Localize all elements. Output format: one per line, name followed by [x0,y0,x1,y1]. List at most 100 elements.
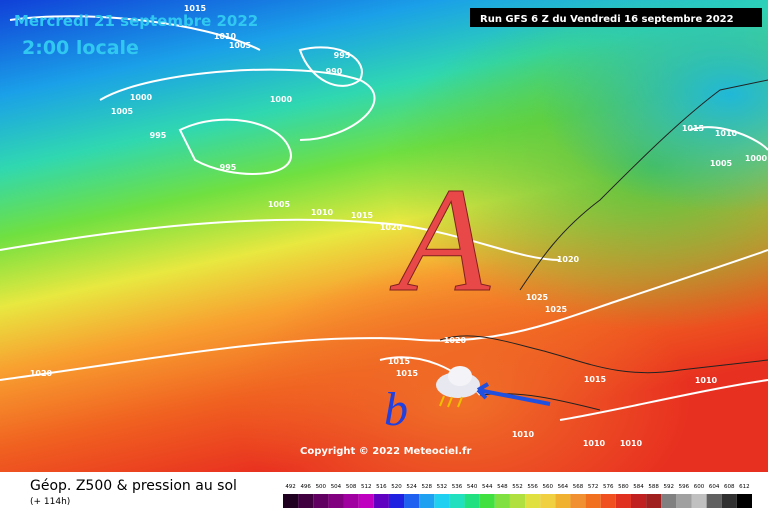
colorbar: 492 496 500 504 508 512 516 520 524 528 532 536 540 5… [283,484,752,508]
isobar-label: 1010 [512,430,535,439]
isobar-label: 995 [220,163,237,172]
colorbar-label: 540 [467,484,478,490]
colorbar-swatch [676,494,692,508]
colorbar-label: 552 [512,484,523,490]
colorbar-swatch [646,494,662,508]
colorbar-swatch [721,494,737,508]
colorbar-label: 492 [285,484,296,490]
colorbar-label: 524 [406,484,417,490]
isobar-label: 1010 [715,129,738,138]
colorbar-swatch [585,494,601,508]
isobar-label: 1025 [545,305,568,314]
colorbar-label: 572 [588,484,599,490]
isobar-label: 1010 [583,439,606,448]
isobar-label: 1015 [388,357,411,366]
isobar-label: 1015 [351,211,374,220]
isobar-label: 990 [326,67,343,76]
colorbar-swatch [661,494,677,508]
isobar-label: 1010 [695,376,718,385]
colorbar-swatch [298,494,314,508]
colorbar-label: 608 [724,484,735,490]
run-info: Run GFS 6 Z du Vendredi 16 septembre 202… [480,14,734,25]
colorbar-label: 560 [543,484,554,490]
isobar-label: 1005 [229,41,252,50]
colorbar-label: 536 [452,484,463,490]
isobar-label: 1005 [268,200,291,209]
colorbar-label: 496 [300,484,311,490]
high-pressure-symbol: A [389,157,491,323]
isobar-label: 1005 [710,159,733,168]
isobar-label: 1015 [584,375,607,384]
colorbar-label: 592 [664,484,675,490]
colorbar-swatch [509,494,526,508]
colorbar-label: 600 [694,484,705,490]
colorbar-swatch [706,494,722,508]
legend-lead: (+ 114h) [30,497,70,507]
colorbar-swatch [358,494,374,508]
colorbar-swatch [479,494,495,508]
colorbar-label: 532 [437,484,448,490]
date: Mercredi 21 septembre 2022 [14,12,258,30]
colorbar-label: 584 [633,484,644,490]
colorbar-label: 516 [376,484,387,490]
colorbar-label: 520 [391,484,402,490]
colorbar-label: 548 [497,484,508,490]
colorbar-swatch [630,494,647,508]
colorbar-label: 576 [603,484,614,490]
colorbar-swatch [434,494,450,508]
isobar-label: 1020 [30,369,53,378]
isobar-label: 1010 [214,32,237,41]
colorbar-swatch [736,494,752,508]
colorbar-label: 508 [346,484,357,490]
colorbar-label: 596 [679,484,690,490]
isobar-label: 995 [150,131,167,140]
colorbar-swatch [525,494,541,508]
isobar-label: 1000 [130,93,153,102]
isobar-label: 1015 [396,369,419,378]
field-africa [0,0,768,472]
colorbar-swatch [570,494,586,508]
colorbar-label: 512 [361,484,372,490]
colorbar-swatch [388,494,405,508]
colorbar-swatch [464,494,480,508]
isobar-label: 1000 [745,154,768,163]
isobar-label: 1015 [682,124,705,133]
isobar-label: 1020 [557,255,580,264]
colorbar-swatch [494,494,510,508]
legend-title: Géop. Z500 & pression au sol [30,478,237,494]
colorbar-swatch [373,494,389,508]
colorbar-label: 556 [527,484,538,490]
colorbar-swatch [449,494,465,508]
run-box [470,8,762,27]
isobar-label: 995 [334,51,351,60]
isobar-label: 1020 [444,336,467,345]
colorbar-swatch [404,494,420,508]
isobars [0,15,768,421]
colorbar-label: 504 [331,484,342,490]
isobar-label: 1010 [620,439,643,448]
copyright: Copyright © 2022 Meteociel.fr [300,446,471,457]
colorbar-label: 500 [316,484,327,490]
colorbar-swatch [600,494,616,508]
colorbar-swatch [540,494,556,508]
colorbar-label: 604 [709,484,720,490]
isobar-label: 1025 [526,293,549,302]
colorbar-swatch [615,494,631,508]
colorbar-label: 612 [739,484,750,490]
colorbar-label: 580 [618,484,629,490]
colorbar-label: 588 [648,484,659,490]
colorbar-swatch [691,494,707,508]
colorbar-label: 528 [421,484,432,490]
colorbar-label: 544 [482,484,493,490]
colorbar-swatch [328,494,344,508]
isobar-label: 1005 [111,107,134,116]
colorbar-label: 564 [558,484,569,490]
colorbar-label: 568 [573,484,584,490]
local-time: 2:00 locale [22,37,139,59]
isobar-label: 1000 [270,95,293,104]
isobar-label: 1010 [311,208,334,217]
isobar-label: 1015 [184,4,207,13]
